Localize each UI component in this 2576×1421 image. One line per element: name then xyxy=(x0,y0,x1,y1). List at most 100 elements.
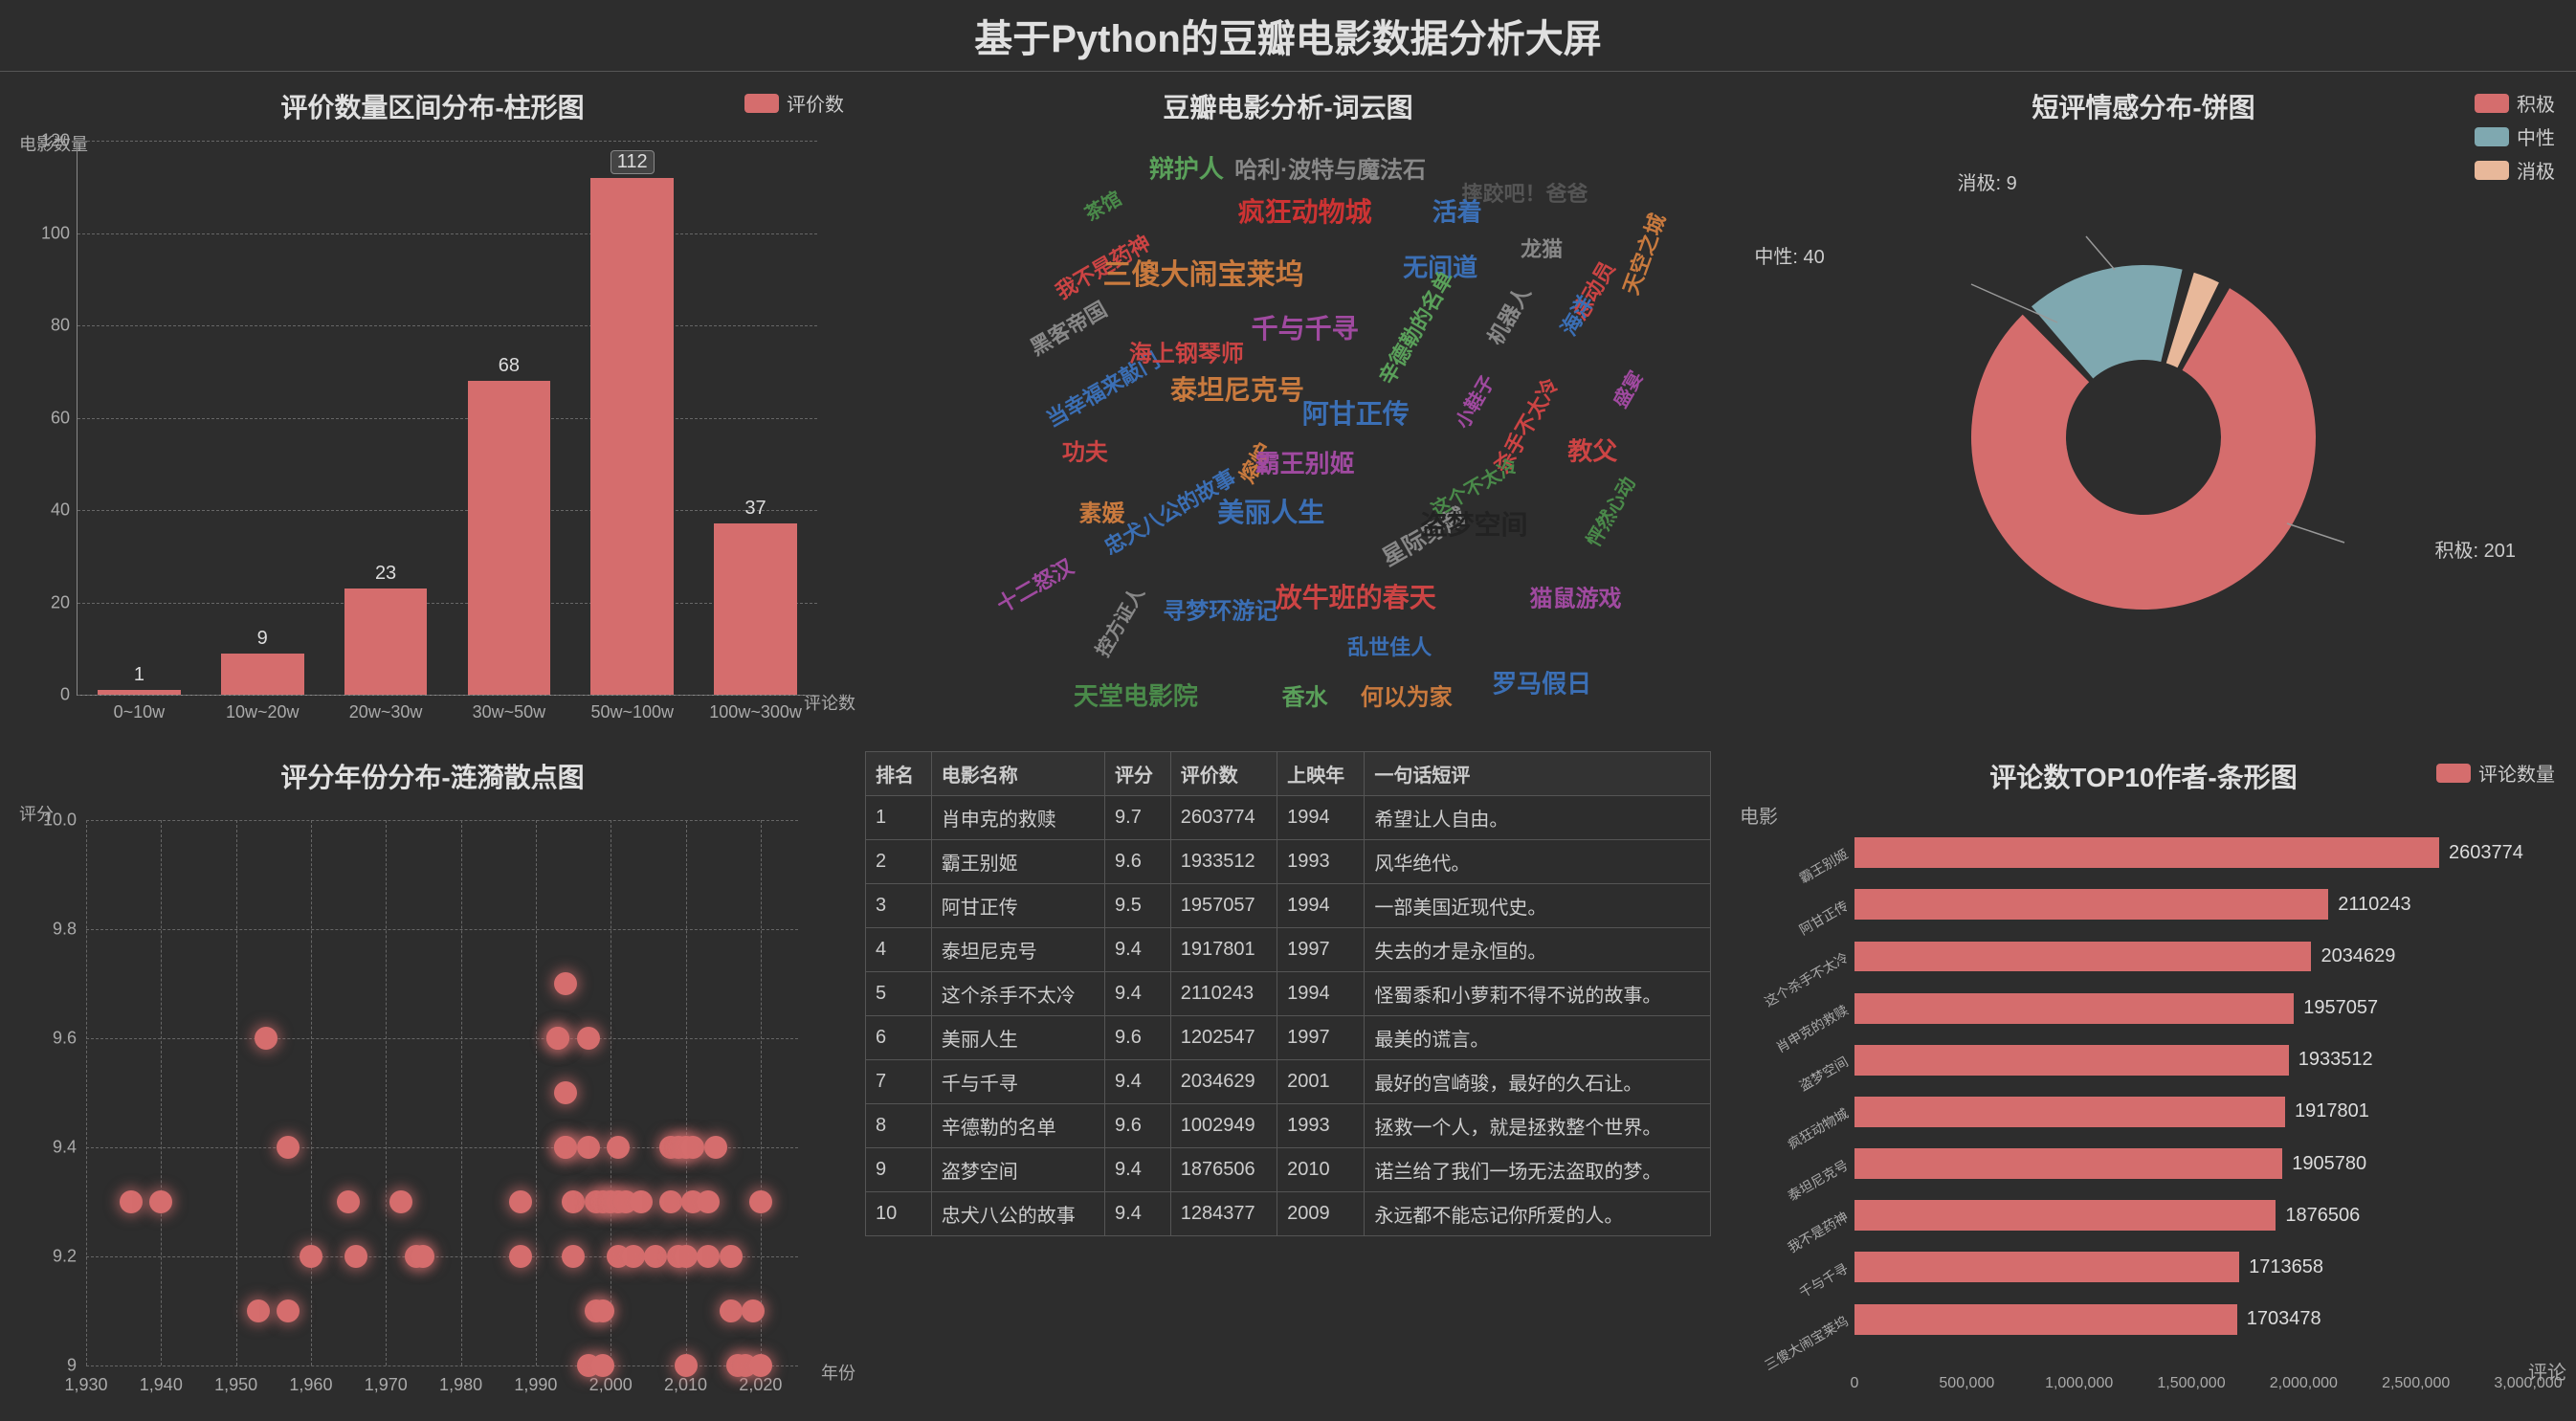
hbar-bar[interactable] xyxy=(1854,1304,2237,1335)
wordcloud-word[interactable]: 罗马假日 xyxy=(1492,665,1591,700)
wordcloud-word[interactable]: 天堂电影院 xyxy=(1074,677,1198,712)
bar[interactable] xyxy=(468,381,551,695)
hbar-bar[interactable] xyxy=(1854,1252,2239,1282)
scatter-point[interactable] xyxy=(247,1299,270,1322)
scatter-point[interactable] xyxy=(591,1354,614,1377)
scatter-point[interactable] xyxy=(255,1027,278,1050)
hbar-bar[interactable] xyxy=(1854,1097,2285,1127)
scatter-point[interactable] xyxy=(630,1190,653,1213)
scatter-point[interactable] xyxy=(337,1190,360,1213)
hbar-bar[interactable] xyxy=(1854,942,2311,972)
table-row[interactable]: 5这个杀手不太冷9.421102431994怪蜀黍和小萝莉不得不说的故事。 xyxy=(866,972,1711,1016)
wordcloud-word[interactable]: 活着 xyxy=(1432,193,1482,229)
wordcloud-word[interactable]: 茶馆 xyxy=(1078,183,1125,226)
legend-item[interactable]: 评论数量 xyxy=(2436,759,2555,787)
scatter-point[interactable] xyxy=(411,1245,434,1268)
scatter-point[interactable] xyxy=(607,1136,630,1159)
scatter-point[interactable] xyxy=(509,1190,532,1213)
scatter-point[interactable] xyxy=(554,1081,577,1104)
wordcloud-word[interactable]: 放牛班的春天 xyxy=(1276,577,1436,615)
scatter-point[interactable] xyxy=(577,1136,600,1159)
table-header[interactable]: 排名 xyxy=(866,752,932,796)
scatter-point[interactable] xyxy=(591,1299,614,1322)
bar[interactable] xyxy=(221,654,304,695)
table-row[interactable]: 9盗梦空间9.418765062010诺兰给了我们一场无法盗取的梦。 xyxy=(866,1148,1711,1192)
wordcloud-word[interactable]: 辩护人 xyxy=(1149,150,1224,186)
scatter-point[interactable] xyxy=(697,1190,720,1213)
hbar-bar[interactable] xyxy=(1854,837,2439,868)
wordcloud-word[interactable]: 怦然心动 xyxy=(1578,471,1640,551)
legend-item[interactable]: 评价数 xyxy=(744,89,844,117)
scatter-point[interactable] xyxy=(344,1245,367,1268)
wordcloud-word[interactable]: 龙猫 xyxy=(1521,233,1563,263)
table-header[interactable]: 一句话短评 xyxy=(1365,752,1711,796)
scatter-point[interactable] xyxy=(644,1245,667,1268)
scatter-point[interactable] xyxy=(697,1245,720,1268)
scatter-point[interactable] xyxy=(546,1027,569,1050)
wordcloud-word[interactable]: 美丽人生 xyxy=(1217,492,1324,530)
scatter-point[interactable] xyxy=(120,1190,143,1213)
scatter-point[interactable] xyxy=(720,1299,743,1322)
legend-item[interactable]: 积极 xyxy=(2475,89,2555,117)
scatter-point[interactable] xyxy=(749,1354,772,1377)
scatter-point[interactable] xyxy=(277,1299,300,1322)
table-row[interactable]: 6美丽人生9.612025471997最美的谎言。 xyxy=(866,1016,1711,1060)
scatter-point[interactable] xyxy=(562,1245,585,1268)
wordcloud-word[interactable]: 天空之城 xyxy=(1614,209,1672,299)
scatter-point[interactable] xyxy=(554,1136,577,1159)
scatter-point[interactable] xyxy=(300,1245,322,1268)
wordcloud-word[interactable]: 乱世佳人 xyxy=(1347,631,1432,661)
wordcloud-word[interactable]: 阿甘正传 xyxy=(1302,393,1410,432)
scatter-point[interactable] xyxy=(622,1245,645,1268)
wordcloud-word[interactable]: 盛宴 xyxy=(1605,365,1648,411)
table-row[interactable]: 1肖申克的救赎9.726037741994希望让人自由。 xyxy=(866,796,1711,840)
scatter-point[interactable] xyxy=(509,1245,532,1268)
wordcloud-word[interactable]: 控方证人 xyxy=(1088,581,1150,661)
scatter-point[interactable] xyxy=(720,1245,743,1268)
wordcloud-word[interactable]: 教父 xyxy=(1567,432,1617,467)
scatter-point[interactable] xyxy=(562,1190,585,1213)
scatter-point[interactable] xyxy=(577,1027,600,1050)
hbar-bar[interactable] xyxy=(1854,1148,2282,1179)
scatter-point[interactable] xyxy=(149,1190,172,1213)
scatter-point[interactable] xyxy=(742,1299,765,1322)
hbar-bar[interactable] xyxy=(1854,1045,2289,1076)
wordcloud-word[interactable]: 霸王别姬 xyxy=(1255,444,1355,479)
wordcloud-word[interactable]: 寻梦环游记 xyxy=(1163,592,1277,626)
scatter-point[interactable] xyxy=(389,1190,412,1213)
table-row[interactable]: 10忠犬八公的故事9.412843772009永远都不能忘记你所爱的人。 xyxy=(866,1192,1711,1236)
wordcloud-word[interactable]: 疯狂动物城 xyxy=(1238,191,1372,230)
table-row[interactable]: 8辛德勒的名单9.610029491993拯救一个人，就是拯救整个世界。 xyxy=(866,1104,1711,1148)
table-row[interactable]: 7千与千寻9.420346292001最好的宫崎骏，最好的久石让。 xyxy=(866,1060,1711,1104)
hbar-bar[interactable] xyxy=(1854,993,2294,1024)
wordcloud-word[interactable]: 机器人 xyxy=(1478,279,1537,349)
hbar-bar[interactable] xyxy=(1854,1200,2276,1231)
wordcloud-word[interactable]: 何以为家 xyxy=(1361,677,1453,711)
scatter-point[interactable] xyxy=(277,1136,300,1159)
table-header[interactable]: 评价数 xyxy=(1170,752,1277,796)
wordcloud-word[interactable]: 香水 xyxy=(1282,677,1328,711)
bar[interactable] xyxy=(714,523,797,695)
table-header[interactable]: 评分 xyxy=(1105,752,1171,796)
wordcloud-word[interactable]: 素媛 xyxy=(1079,494,1125,527)
scatter-point[interactable] xyxy=(749,1190,772,1213)
scatter-point[interactable] xyxy=(675,1354,698,1377)
table-row[interactable]: 2霸王别姬9.619335121993风华绝代。 xyxy=(866,840,1711,884)
scatter-point[interactable] xyxy=(704,1136,727,1159)
wordcloud-word[interactable]: 哈利·波特与魔法石 xyxy=(1234,151,1426,185)
table-header[interactable]: 上映年 xyxy=(1277,752,1365,796)
wordcloud-word[interactable]: 海上钢琴师 xyxy=(1129,335,1244,368)
scatter-point[interactable] xyxy=(659,1190,682,1213)
table-header[interactable]: 电影名称 xyxy=(931,752,1104,796)
wordcloud-word[interactable]: 小鞋子 xyxy=(1448,368,1500,432)
wordcloud-word[interactable]: 功夫 xyxy=(1062,433,1108,466)
scatter-point[interactable] xyxy=(675,1245,698,1268)
bar[interactable] xyxy=(98,690,181,695)
hbar-bar[interactable] xyxy=(1854,889,2328,920)
wordcloud-word[interactable]: 猫鼠游戏 xyxy=(1530,580,1622,613)
wordcloud-word[interactable]: 千与千寻 xyxy=(1252,308,1359,346)
wordcloud-word[interactable]: 三傻大闹宝莱坞 xyxy=(1103,251,1304,293)
wordcloud-word[interactable]: 十二怒汉 xyxy=(990,550,1078,619)
bar[interactable] xyxy=(590,178,674,695)
wordcloud-word[interactable]: 盗梦空间 xyxy=(1420,504,1527,543)
